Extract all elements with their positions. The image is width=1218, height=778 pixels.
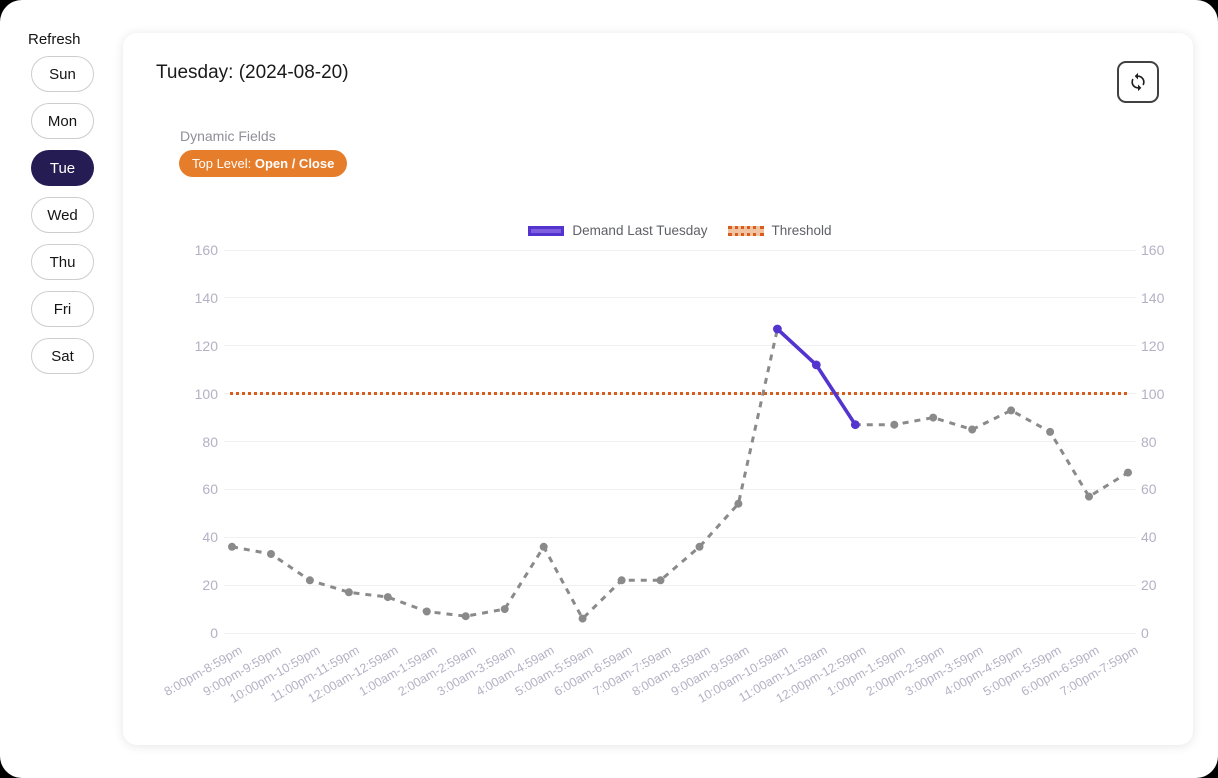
- y-axis-label-left: 40: [202, 529, 218, 546]
- gridline: [224, 249, 1136, 251]
- data-point: [228, 542, 236, 551]
- data-point: [383, 593, 392, 602]
- y-axis-label-right: 160: [1141, 242, 1165, 258]
- x-axis-label: 7:00pm-7:59pm: [959, 643, 1141, 699]
- y-axis-label-left: 160: [194, 242, 218, 258]
- card-title: Tuesday: (2024-08-20): [156, 62, 349, 83]
- data-point: [850, 420, 860, 430]
- y-axis-label-right: 40: [1141, 529, 1157, 546]
- badge-prefix: Top Level:: [192, 156, 255, 171]
- chart-legend: Demand Last Tuesday Threshold: [232, 223, 1128, 238]
- y-axis-label-left: 0: [210, 625, 218, 641]
- y-axis-label-left: 60: [202, 481, 218, 498]
- day-button-fri[interactable]: Fri: [31, 291, 94, 327]
- chart-card: Tuesday: (2024-08-20) Dynamic Fields Top…: [123, 33, 1193, 745]
- legend-label: Threshold: [771, 223, 832, 238]
- data-point: [500, 605, 509, 614]
- data-point: [890, 420, 899, 429]
- top-level-badge: Top Level: Open / Close: [179, 150, 348, 177]
- data-point: [851, 420, 860, 429]
- demand-line: [776, 327, 857, 426]
- y-axis-label-right: 100: [1141, 385, 1165, 402]
- chart-series-canvas: [228, 324, 1132, 623]
- y-axis-label-left: 140: [194, 289, 218, 306]
- threshold-line: [230, 392, 1130, 396]
- data-point: [422, 607, 431, 616]
- data-point: [968, 425, 977, 434]
- data-point: [267, 550, 275, 558]
- gridline: [224, 488, 1136, 490]
- day-button-sun[interactable]: Sun: [31, 56, 94, 92]
- y-axis-label-right: 80: [1141, 433, 1157, 450]
- legend-label: Demand Last Tuesday: [572, 223, 708, 238]
- gridline: [224, 297, 1136, 299]
- data-point: [1007, 406, 1016, 415]
- data-point: [773, 324, 782, 334]
- data-point: [1124, 468, 1132, 477]
- y-axis-label-right: 60: [1141, 481, 1157, 498]
- gridline: [224, 632, 1136, 634]
- y-axis-label-left: 20: [202, 577, 218, 594]
- demand-swatch: [528, 225, 565, 236]
- data-point: [811, 360, 821, 370]
- badge-value: Open / Close: [254, 156, 335, 171]
- day-button-wed[interactable]: Wed: [31, 197, 94, 233]
- data-point: [617, 576, 626, 585]
- data-point: [812, 360, 821, 369]
- data-point: [344, 588, 353, 597]
- y-axis-label-right: 140: [1141, 289, 1165, 306]
- data-point: [578, 614, 587, 623]
- sync-refresh-icon: [1131, 72, 1145, 92]
- day-selector: Sun Mon Tue Wed Thu Fri Sat: [31, 56, 94, 374]
- gridline: [224, 584, 1136, 586]
- data-point: [305, 576, 314, 585]
- y-axis-label-left: 80: [202, 433, 218, 450]
- refresh-label: Refresh: [28, 31, 81, 48]
- demand-chart: Demand Last Tuesday Threshold 0 0 20 20 40 40 6…: [123, 33, 1193, 745]
- data-point: [461, 612, 470, 621]
- legend-item-demand[interactable]: Demand Last Tuesday: [528, 223, 708, 238]
- dynamic-fields-label: Dynamic Fields: [180, 128, 276, 144]
- data-point: [656, 576, 665, 585]
- y-axis-label-right: 120: [1141, 337, 1165, 354]
- y-axis-label-left: 100: [194, 385, 218, 402]
- refresh-button[interactable]: [1117, 61, 1159, 103]
- data-point: [929, 413, 938, 422]
- y-axis-label-right: 0: [1141, 625, 1149, 641]
- legend-item-threshold[interactable]: Threshold: [727, 223, 832, 238]
- threshold-swatch: [727, 225, 764, 236]
- data-point: [1085, 492, 1093, 501]
- data-point: [1046, 427, 1055, 436]
- data-point: [695, 542, 704, 551]
- gridline: [224, 345, 1136, 347]
- day-button-sat[interactable]: Sat: [31, 338, 94, 374]
- gridline: [224, 441, 1136, 442]
- data-point: [539, 542, 548, 551]
- y-axis-label-left: 120: [194, 337, 218, 354]
- data-point: [773, 325, 782, 333]
- day-button-thu[interactable]: Thu: [31, 244, 94, 280]
- gridline: [224, 536, 1136, 538]
- y-axis-label-right: 20: [1141, 577, 1157, 594]
- day-button-mon[interactable]: Mon: [31, 103, 94, 139]
- day-button-tue[interactable]: Tue: [31, 150, 94, 186]
- history-line: [231, 326, 1129, 622]
- data-point: [734, 499, 743, 508]
